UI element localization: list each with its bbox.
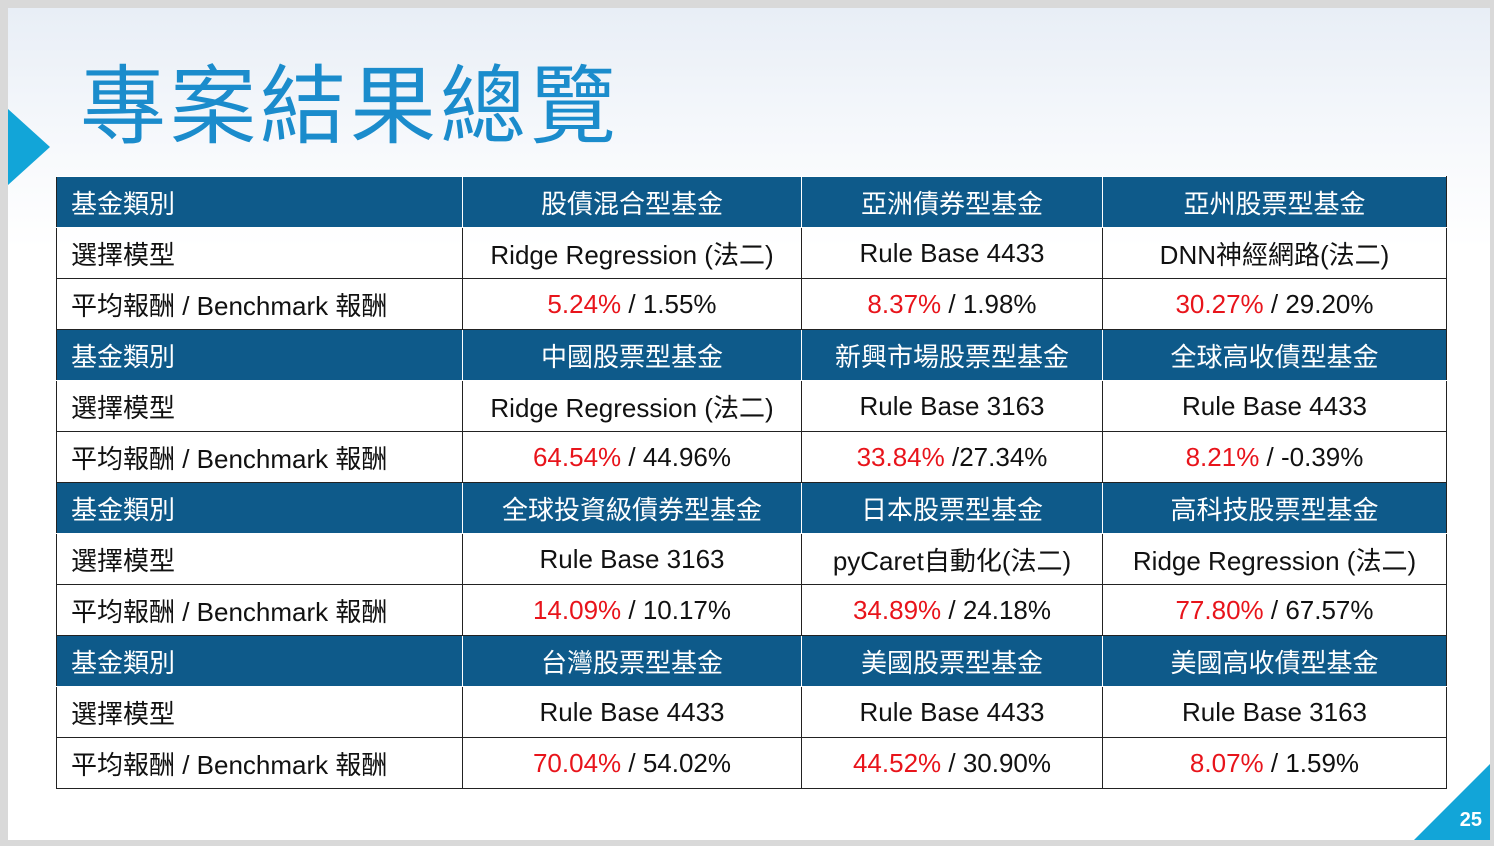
avg-return: 8.07% xyxy=(1189,747,1264,778)
table-row-returns: 平均報酬 / Benchmark 報酬 70.04% / 54.02% 44.5… xyxy=(56,737,1447,789)
fund-model: Ridge Regression (法二) xyxy=(1102,533,1447,585)
table-row-category: 基金類別 全球投資級債券型基金 日本股票型基金 高科技股票型基金 xyxy=(56,482,1447,534)
fund-model: Rule Base 3163 xyxy=(1102,686,1447,738)
row-label-returns: 平均報酬 / Benchmark 報酬 xyxy=(56,584,463,636)
fund-returns: 8.07% / 1.59% xyxy=(1102,737,1447,789)
benchmark-return: / 54.02% xyxy=(621,747,732,778)
fund-returns: 14.09% / 10.17% xyxy=(462,584,802,636)
avg-return: 33.84% xyxy=(856,441,945,472)
avg-return: 70.04% xyxy=(532,747,622,778)
fund-model: Rule Base 4433 xyxy=(462,686,802,738)
fund-category: 美國股票型基金 xyxy=(801,635,1103,687)
benchmark-return: / 1.55% xyxy=(621,288,717,319)
fund-model: Rule Base 4433 xyxy=(801,686,1103,738)
table-row-model: 選擇模型 Ridge Regression (法二) Rule Base 443… xyxy=(56,227,1447,279)
benchmark-return: / 30.90% xyxy=(941,747,1052,778)
table-row-returns: 平均報酬 / Benchmark 報酬 14.09% / 10.17% 34.8… xyxy=(56,584,1447,636)
fund-category: 台灣股票型基金 xyxy=(462,635,802,687)
fund-returns: 5.24% / 1.55% xyxy=(462,278,802,330)
slide-marker-icon xyxy=(8,109,50,185)
row-label-returns: 平均報酬 / Benchmark 報酬 xyxy=(56,431,463,483)
table-row-category: 基金類別 中國股票型基金 新興市場股票型基金 全球高收債型基金 xyxy=(56,329,1447,381)
avg-return: 5.24% xyxy=(547,288,622,319)
benchmark-return: / 67.57% xyxy=(1263,594,1374,625)
avg-return: 77.80% xyxy=(1175,594,1264,625)
fund-returns: 77.80% / 67.57% xyxy=(1102,584,1447,636)
benchmark-return: / -0.39% xyxy=(1259,441,1364,472)
row-label-model: 選擇模型 xyxy=(56,380,463,432)
benchmark-return: / 24.18% xyxy=(941,594,1052,625)
fund-returns: 8.37% / 1.98% xyxy=(801,278,1103,330)
avg-return: 30.27% xyxy=(1175,288,1264,319)
fund-returns: 30.27% / 29.20% xyxy=(1102,278,1447,330)
fund-model: Ridge Regression (法二) xyxy=(462,227,802,279)
row-label-category: 基金類別 xyxy=(56,329,463,381)
row-label-model: 選擇模型 xyxy=(56,227,463,279)
row-label-category: 基金類別 xyxy=(56,635,463,687)
fund-model: Rule Base 4433 xyxy=(1102,380,1447,432)
results-table: 基金類別 股債混合型基金 亞洲債券型基金 亞州股票型基金 選擇模型 Ridge … xyxy=(56,176,1447,789)
fund-category: 新興市場股票型基金 xyxy=(801,329,1103,381)
row-label-model: 選擇模型 xyxy=(56,686,463,738)
slide: 專案結果總覽 基金類別 股債混合型基金 亞洲債券型基金 亞州股票型基金 選擇模型… xyxy=(8,8,1490,840)
avg-return: 14.09% xyxy=(532,594,622,625)
table-row-returns: 平均報酬 / Benchmark 報酬 5.24% / 1.55% 8.37% … xyxy=(56,278,1447,330)
fund-returns: 34.89% / 24.18% xyxy=(801,584,1103,636)
fund-returns: 70.04% / 54.02% xyxy=(462,737,802,789)
fund-category: 全球投資級債券型基金 xyxy=(462,482,802,534)
fund-returns: 33.84% /27.34% xyxy=(801,431,1103,483)
fund-model: Ridge Regression (法二) xyxy=(462,380,802,432)
benchmark-return: / 1.59% xyxy=(1263,747,1360,778)
fund-category: 股債混合型基金 xyxy=(462,176,802,228)
row-label-category: 基金類別 xyxy=(56,176,463,228)
table-row-category: 基金類別 股債混合型基金 亞洲債券型基金 亞州股票型基金 xyxy=(56,176,1447,228)
benchmark-return: / 29.20% xyxy=(1263,288,1374,319)
avg-return: 64.54% xyxy=(532,441,622,472)
table-row-model: 選擇模型 Rule Base 4433 Rule Base 4433 Rule … xyxy=(56,686,1447,738)
fund-category: 高科技股票型基金 xyxy=(1102,482,1447,534)
row-label-category: 基金類別 xyxy=(56,482,463,534)
benchmark-return: / 1.98% xyxy=(941,288,1037,319)
fund-returns: 44.52% / 30.90% xyxy=(801,737,1103,789)
avg-return: 44.52% xyxy=(852,747,942,778)
fund-model: Rule Base 4433 xyxy=(801,227,1103,279)
page-number: 25 xyxy=(1459,809,1482,831)
fund-returns: 64.54% / 44.96% xyxy=(462,431,802,483)
avg-return: 8.37% xyxy=(867,288,942,319)
fund-category: 亞洲債券型基金 xyxy=(801,176,1103,228)
fund-model: Rule Base 3163 xyxy=(801,380,1103,432)
fund-category: 日本股票型基金 xyxy=(801,482,1103,534)
avg-return: 34.89% xyxy=(852,594,942,625)
row-label-model: 選擇模型 xyxy=(56,533,463,585)
benchmark-return: / 10.17% xyxy=(621,594,732,625)
row-label-returns: 平均報酬 / Benchmark 報酬 xyxy=(56,737,463,789)
fund-model: pyCaret自動化(法二) xyxy=(801,533,1103,585)
page-corner-icon xyxy=(1414,764,1490,840)
table-row-returns: 平均報酬 / Benchmark 報酬 64.54% / 44.96% 33.8… xyxy=(56,431,1447,483)
table-row-model: 選擇模型 Ridge Regression (法二) Rule Base 316… xyxy=(56,380,1447,432)
benchmark-return: /27.34% xyxy=(944,441,1048,472)
fund-model: DNN神經網路(法二) xyxy=(1102,227,1447,279)
avg-return: 8.21% xyxy=(1185,441,1260,472)
table-row-model: 選擇模型 Rule Base 3163 pyCaret自動化(法二) Ridge… xyxy=(56,533,1447,585)
fund-returns: 8.21% / -0.39% xyxy=(1102,431,1447,483)
fund-category: 全球高收債型基金 xyxy=(1102,329,1447,381)
fund-category: 美國高收債型基金 xyxy=(1102,635,1447,687)
fund-category: 中國股票型基金 xyxy=(462,329,802,381)
row-label-returns: 平均報酬 / Benchmark 報酬 xyxy=(56,278,463,330)
table-row-category: 基金類別 台灣股票型基金 美國股票型基金 美國高收債型基金 xyxy=(56,635,1447,687)
fund-category: 亞州股票型基金 xyxy=(1102,176,1447,228)
benchmark-return: / 44.96% xyxy=(621,441,732,472)
fund-model: Rule Base 3163 xyxy=(462,533,802,585)
slide-title: 專案結果總覽 xyxy=(80,57,620,157)
